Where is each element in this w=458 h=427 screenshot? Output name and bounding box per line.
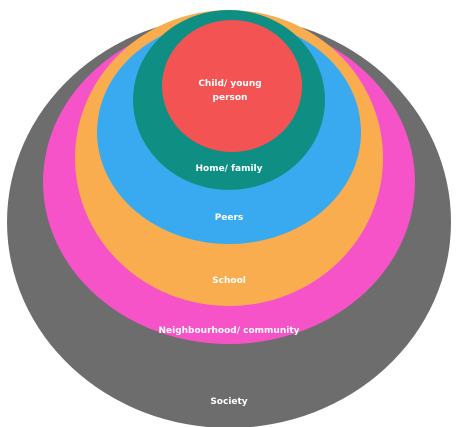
society-label: Society (210, 397, 247, 407)
child-label-line-1: Child/ young (198, 79, 261, 89)
neighbourhood-label: Neighbourhood/ community (158, 326, 299, 336)
home-family-label: Home/ family (195, 164, 262, 174)
layer-child-young-person: Child/ young person (162, 20, 302, 152)
peers-label: Peers (215, 213, 244, 223)
school-label: School (212, 276, 246, 286)
child-label-line-2: person (213, 93, 248, 103)
child-ellipse (162, 20, 302, 152)
